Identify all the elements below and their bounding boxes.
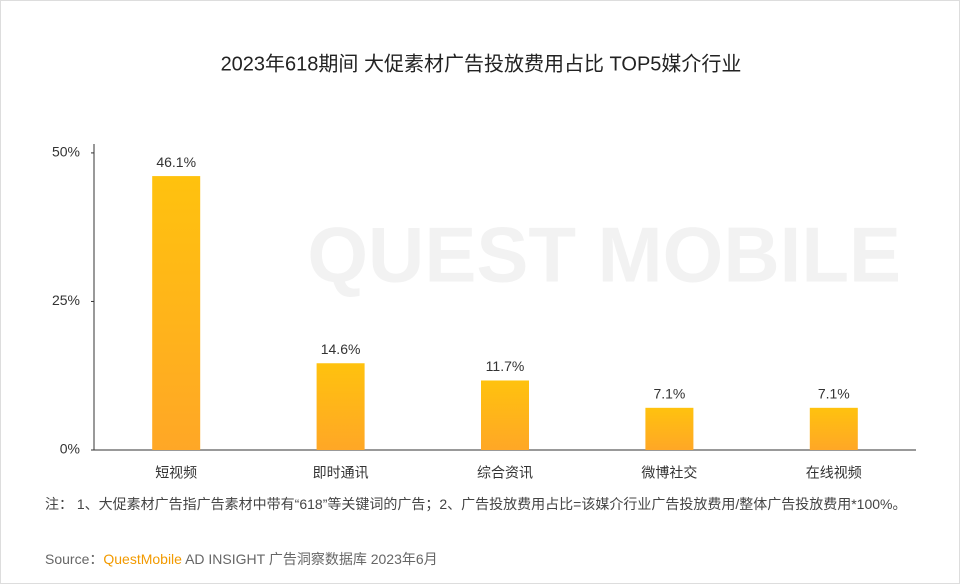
x-tick-label: 即时通讯 [313,465,369,481]
source-brand: QuestMobile [103,551,182,567]
source-text: AD INSIGHT 广告洞察数据库 2023年6月 [185,551,438,567]
note: 注： 1、大促素材广告指广告素材中带有“618”等关键词的广告；2、广告投放费用… [45,496,907,512]
chart-title: 2023年618期间 大促素材广告投放费用占比 TOP5媒介行业 [221,52,742,75]
y-tick-label: 50% [52,144,80,160]
x-tick-label: 在线视频 [806,465,862,481]
watermark: QUEST MOBILE [307,211,901,299]
bar [316,363,365,450]
data-label: 46.1% [156,154,196,170]
x-tick-label: 短视频 [155,465,197,481]
y-tick-label: 0% [60,441,80,457]
bar [152,176,201,450]
bar [645,407,694,450]
data-label: 7.1% [818,386,850,402]
data-label: 7.1% [653,386,685,402]
y-tick-label: 25% [52,292,80,308]
x-tick-label: 微博社交 [641,465,697,481]
data-label: 14.6% [321,341,361,357]
source: Source：QuestMobile AD INSIGHT 广告洞察数据库 20… [45,549,438,569]
bar [481,380,529,450]
x-tick-label: 综合资讯 [477,465,533,481]
bar [809,407,858,450]
source-label: Source： [45,551,104,567]
data-label: 11.7% [486,358,525,374]
